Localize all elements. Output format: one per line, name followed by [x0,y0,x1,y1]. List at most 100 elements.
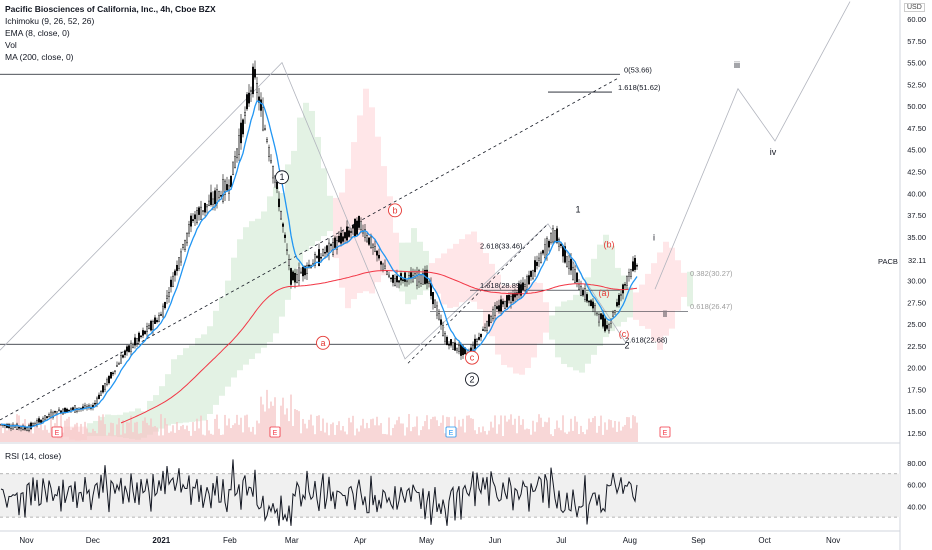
volume-bar [118,418,120,442]
volume-bar [326,422,328,442]
volume-bar [142,420,144,442]
earnings-box [269,426,281,438]
volume-bar [528,429,530,442]
volume-bar [476,433,478,442]
cloud-segment [195,338,201,422]
rsi-legend[interactable]: RSI (14, close) [5,451,62,461]
cloud-segment [327,195,333,232]
volume-bar [622,426,624,442]
volume-bar [42,430,44,442]
candle-body [480,334,483,338]
candle-body [636,265,639,267]
volume-bar [370,419,372,442]
candle-body [484,327,487,331]
cloud-segment [549,315,555,340]
volume-bar [418,435,420,442]
volume-bar [298,411,300,442]
volume-bar [546,422,548,442]
time-tick: May [419,536,434,545]
volume-bar [230,428,232,442]
candle-body [306,265,309,275]
cloud-segment [279,193,285,317]
volume-bar [408,414,410,442]
volume-bar [486,434,488,442]
candle-body [478,337,481,340]
volume-bar [214,418,216,442]
volume-bar [74,424,76,442]
volume-bar [306,428,308,442]
cloud-segment [381,166,387,276]
candle-body [496,306,499,309]
cloud-segment [603,234,609,338]
price-tick: 20.00 [907,364,926,373]
price-tick: 37.50 [907,211,926,220]
candle-body [223,180,226,195]
volume-bar [10,427,12,442]
candle-body [169,279,172,287]
earnings-label: E [449,430,454,437]
volume-bar [184,429,186,442]
volume-bar [608,419,610,442]
candle-body [396,275,399,283]
volume-bar [620,430,622,442]
cloud-segment [255,218,261,354]
volume-bar [110,422,112,442]
volume-bars [0,389,638,442]
volume-bar [468,415,470,442]
legend-ema[interactable]: EMA (8, close, 0) [5,28,70,38]
volume-bar [308,419,310,442]
volume-bar [552,435,554,442]
cloud-segment [573,294,579,371]
cloud-segment [501,285,507,365]
candle-body [428,281,431,284]
earnings-label: E [663,430,668,437]
candle-body [48,414,51,417]
volume-bar [356,428,358,442]
candle-body [622,284,625,294]
candle-body [191,219,194,221]
candle-body [370,236,373,248]
candle-body [460,344,463,356]
candle-body [406,280,409,283]
volume-bar [98,415,100,442]
volume-bar [494,415,496,442]
cloud-segment [519,283,525,375]
candle-body [233,156,236,168]
candle-body [167,292,170,297]
candle-body [36,420,39,425]
volume-bar [374,425,376,442]
legend-ma[interactable]: MA (200, close, 0) [5,52,74,62]
volume-bar [362,418,364,442]
candle-body [616,302,619,307]
legend-volume[interactable]: Vol [5,40,17,50]
volume-bar [602,434,604,442]
volume-bar [472,418,474,442]
legend-ichimoku[interactable]: Ichimoku (9, 26, 52, 26) [5,16,95,26]
volume-bar [368,428,370,442]
wave-circle [275,170,289,185]
candle-body [262,107,265,131]
volume-bar [324,432,326,442]
volume-bar [320,430,322,442]
candle-body [512,293,515,302]
volume-bar [338,421,340,442]
volume-bar [90,432,92,442]
candle-body [474,338,477,349]
candle-body [532,270,535,279]
candle-body [502,301,505,305]
candle-body [316,256,319,258]
candle-body [364,229,367,238]
candle-body [456,347,459,351]
candle-body [598,314,601,323]
candle-body [380,261,383,265]
wave-label: iv [770,147,777,157]
volume-bar [4,427,6,442]
candle-body [384,265,387,270]
candle-body [386,271,389,275]
volume-bar [358,431,360,442]
cloud-segment [369,107,375,294]
volume-bar [428,429,430,442]
candle-body [115,365,118,367]
volume-bar [634,416,636,442]
